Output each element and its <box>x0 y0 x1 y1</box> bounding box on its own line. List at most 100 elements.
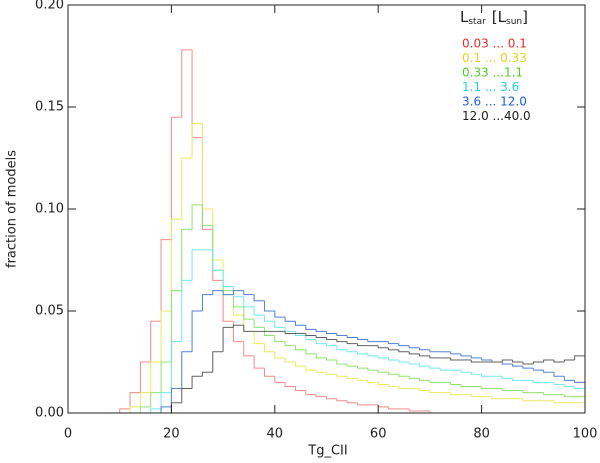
histogram-step <box>326 396 337 400</box>
histogram-step <box>232 290 244 295</box>
histogram-step <box>150 392 162 407</box>
histogram-step <box>139 392 151 407</box>
histogram-step <box>491 396 503 400</box>
x-tick-label: 100 <box>573 427 598 442</box>
histogram-step <box>388 341 399 345</box>
histogram-step <box>201 371 213 377</box>
histogram-step <box>201 137 213 230</box>
histogram-step <box>460 353 472 357</box>
histogram-step <box>129 392 141 409</box>
histogram-step <box>408 408 420 412</box>
x-tick-label: 80 <box>473 427 490 442</box>
histogram-step <box>522 398 534 402</box>
histogram-step <box>522 366 534 369</box>
histogram-step <box>222 326 234 352</box>
histogram-step <box>481 374 492 377</box>
histogram-step <box>388 384 399 387</box>
histogram-step <box>460 370 472 373</box>
histogram-step <box>212 290 224 295</box>
histogram-step <box>139 361 151 393</box>
histogram-step <box>253 306 265 316</box>
histogram-step <box>294 362 306 367</box>
histogram-step <box>315 335 327 339</box>
histogram-step <box>263 300 275 312</box>
histogram-step <box>253 331 265 345</box>
histogram-step <box>119 408 131 413</box>
histogram-step <box>129 406 141 413</box>
legend-entry: 0.1 ... 0.33 <box>462 51 527 65</box>
histogram-step <box>191 122 203 158</box>
histogram-step <box>388 357 399 361</box>
histogram-step <box>181 157 193 220</box>
histogram-step <box>501 376 513 379</box>
histogram-step <box>501 388 513 392</box>
histogram-step <box>191 49 203 139</box>
histogram-step <box>419 347 430 351</box>
histogram-step <box>315 329 327 332</box>
histogram-step <box>346 341 358 345</box>
histogram-step <box>170 388 182 407</box>
histogram-step <box>181 351 193 389</box>
histogram-step <box>222 290 234 296</box>
histogram-step <box>532 368 544 371</box>
histogram-step <box>481 357 492 361</box>
histogram-step <box>326 343 337 347</box>
histogram-step <box>388 372 399 375</box>
histogram-step <box>512 359 523 363</box>
histogram-step <box>326 337 337 341</box>
histogram-step <box>170 218 182 311</box>
histogram-step <box>574 386 585 390</box>
histogram-step <box>346 376 358 379</box>
histogram-step <box>450 357 461 361</box>
histogram-step <box>553 382 565 385</box>
histogram-step <box>315 370 327 373</box>
histogram-step <box>532 361 544 365</box>
histogram-step <box>429 390 441 394</box>
histogram-step <box>419 388 430 392</box>
histogram-step <box>553 359 565 363</box>
histogram-step <box>170 116 182 240</box>
legend-entry: 3.6 ... 12.0 <box>462 95 527 109</box>
histogram-step <box>274 351 286 359</box>
histogram-step <box>377 404 389 408</box>
y-tick-label: 0.20 <box>35 0 64 13</box>
histogram-step <box>232 321 244 343</box>
histogram-step <box>512 378 523 381</box>
histogram-step <box>357 351 368 355</box>
histogram-step <box>388 406 399 410</box>
y-tick-label: 0.00 <box>35 406 64 421</box>
histogram-step <box>305 333 317 336</box>
histogram-step <box>284 357 296 363</box>
legend-entry: 0.03 ... 0.1 <box>462 37 527 51</box>
histogram-step <box>201 204 213 226</box>
histogram-step <box>398 374 410 377</box>
histogram-step <box>357 402 368 406</box>
histogram-step <box>212 225 224 271</box>
histogram-step <box>470 359 482 363</box>
histogram-step <box>429 349 441 353</box>
histogram-step <box>357 378 368 381</box>
histogram-step <box>377 355 389 359</box>
histogram-step <box>346 335 358 339</box>
histogram-step <box>222 270 234 292</box>
histogram-step <box>181 279 193 342</box>
histogram-step <box>522 390 534 394</box>
x-axis-label: Tg_CII <box>307 444 347 459</box>
histogram-step <box>429 366 441 369</box>
histogram-step <box>419 353 430 357</box>
histogram-step <box>181 228 193 291</box>
histogram-step <box>243 341 255 357</box>
histogram-step <box>284 382 296 387</box>
histogram-step <box>274 321 286 328</box>
histogram-step <box>191 310 203 352</box>
y-tick-label: 0.05 <box>35 304 64 319</box>
histogram-step <box>398 343 410 347</box>
y-tick-label: 0.10 <box>35 202 64 217</box>
histogram-step <box>243 306 255 320</box>
histogram-step <box>253 294 265 302</box>
histogram-step <box>543 392 554 396</box>
histogram-step <box>512 364 523 367</box>
histogram-step <box>232 294 244 316</box>
